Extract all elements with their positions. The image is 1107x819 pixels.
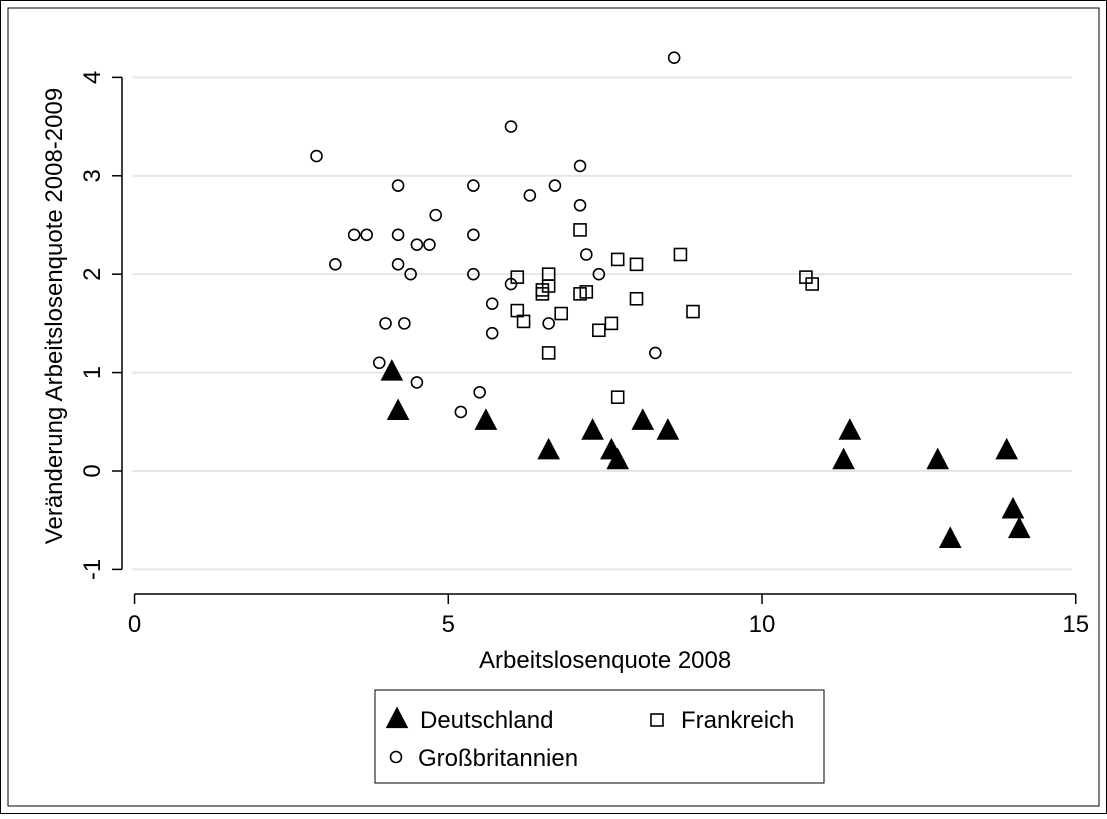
- data-point: [386, 398, 410, 421]
- data-point: [523, 189, 537, 202]
- y-tick-label: 4: [79, 71, 106, 84]
- data-point: [372, 356, 386, 370]
- data-point: [391, 258, 405, 271]
- data-point: [610, 390, 625, 404]
- x-tick-label: 10: [749, 611, 776, 638]
- data-point: [606, 447, 630, 470]
- data-point: [579, 285, 594, 299]
- y-tick-label: -1: [79, 559, 106, 580]
- data-point: [629, 291, 644, 306]
- data-point: [410, 238, 424, 251]
- data-point: [1007, 516, 1031, 539]
- axes: [121, 77, 1076, 595]
- data-point: [410, 376, 424, 389]
- data-point: [832, 447, 855, 470]
- legend-label-frankreich: Frankreich: [681, 707, 794, 734]
- legend-marker: [650, 713, 664, 727]
- x-tick-label: 5: [442, 611, 455, 638]
- data-point: [592, 267, 606, 281]
- gridlines: [132, 76, 1072, 571]
- data-point: [554, 306, 569, 321]
- data-point: [1001, 496, 1025, 519]
- y-tick-label: 1: [79, 366, 106, 379]
- x-tick-label: 0: [128, 611, 141, 638]
- data-point: [649, 346, 662, 360]
- data-points: [310, 51, 1031, 548]
- legend-box: [374, 689, 825, 784]
- data-point: [537, 437, 560, 460]
- y-tick-label: 2: [79, 267, 106, 280]
- chart-border: [7, 7, 1100, 807]
- legend-marker: [389, 750, 403, 764]
- data-point: [610, 252, 625, 267]
- legend-marker-deutschland: [385, 706, 409, 729]
- data-point: [604, 316, 619, 331]
- data-point: [379, 317, 392, 330]
- data-point: [656, 418, 680, 440]
- legend-marker-grossbritannien: [389, 750, 403, 764]
- data-point: [805, 277, 819, 291]
- data-point: [548, 179, 562, 192]
- data-point: [629, 257, 644, 272]
- legend-marker: [385, 706, 409, 729]
- data-point: [541, 279, 556, 293]
- data-point: [391, 179, 405, 192]
- data-point: [542, 317, 555, 330]
- legend-label-grossbritannien: Großbritannien: [418, 745, 578, 772]
- data-point: [838, 418, 862, 440]
- data-point: [404, 267, 417, 281]
- data-point: [485, 326, 499, 340]
- data-point: [347, 228, 361, 242]
- data-point: [938, 526, 962, 548]
- legend-label-deutschland: Deutschland: [420, 707, 553, 734]
- data-point: [667, 51, 681, 64]
- data-point: [398, 317, 411, 330]
- data-point: [673, 247, 688, 262]
- x-tick-label: 15: [1062, 611, 1089, 638]
- data-point: [380, 359, 404, 381]
- data-point: [686, 304, 700, 319]
- data-point: [573, 198, 587, 212]
- data-point: [473, 385, 486, 399]
- data-point: [467, 228, 480, 242]
- x-axis-title: Arbeitslosenquote 2008: [479, 647, 731, 674]
- data-point: [580, 248, 593, 261]
- data-point: [573, 159, 587, 173]
- data-point: [631, 408, 655, 430]
- y-tick-label: 0: [79, 464, 106, 477]
- data-point: [516, 314, 531, 329]
- data-point: [329, 258, 342, 271]
- data-point: [360, 228, 374, 242]
- data-point: [926, 447, 950, 470]
- data-point: [467, 267, 480, 281]
- data-point: [510, 270, 525, 284]
- data-point: [581, 418, 604, 440]
- y-tick-label: 3: [79, 169, 106, 182]
- data-point: [504, 277, 518, 291]
- data-point: [454, 405, 468, 419]
- data-point: [504, 120, 518, 133]
- data-point: [573, 223, 587, 237]
- ticks: 0 5 10 15 -1 0 1 2 3 4: [79, 71, 1089, 638]
- y-axis-title: Veränderung Arbeitslosenquote 2008-2009: [41, 88, 68, 544]
- data-point: [423, 238, 436, 251]
- series-1: [510, 223, 819, 404]
- data-point: [467, 179, 480, 192]
- series-0: [380, 359, 1031, 548]
- legend-marker-frankreich: [650, 713, 664, 727]
- data-point: [391, 228, 405, 242]
- data-point: [995, 437, 1019, 460]
- series-2: [310, 51, 681, 419]
- data-point: [485, 297, 499, 310]
- data-point: [429, 208, 443, 222]
- data-point: [541, 346, 556, 360]
- legend: Deutschland Frankreich Großbritannien: [374, 689, 825, 784]
- data-point: [310, 149, 323, 163]
- data-point: [592, 323, 606, 338]
- data-point: [474, 408, 498, 430]
